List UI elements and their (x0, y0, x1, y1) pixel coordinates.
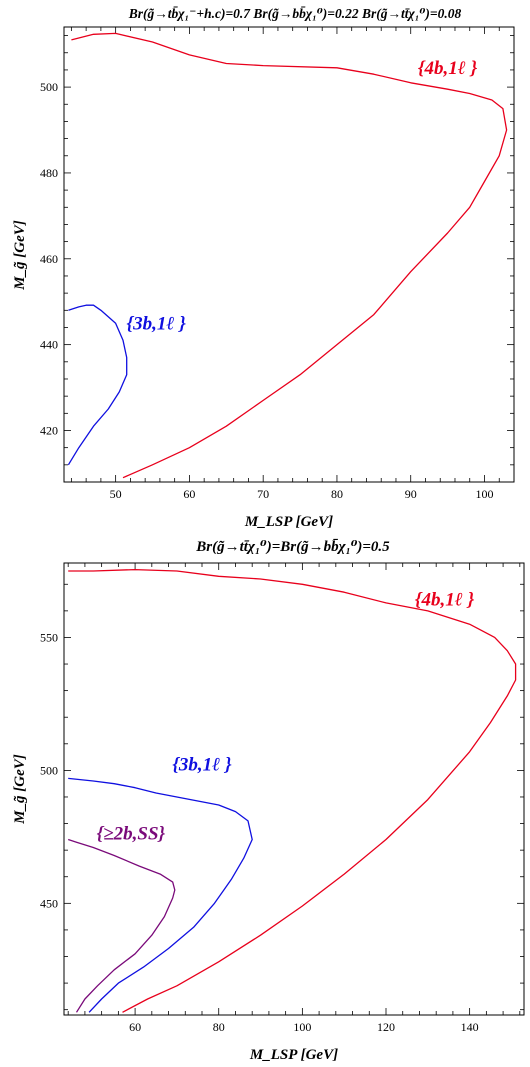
chart-bottom-frame (63, 562, 525, 1016)
chart-bottom-xtick-label: 140 (461, 1020, 479, 1034)
chart-bottom-xtick-label: 120 (377, 1020, 395, 1034)
chart-bottom-region-label: {3b,1ℓ } (172, 754, 232, 775)
chart-top-ytick-label: 480 (40, 166, 58, 180)
chart-top-title: Br(g̃→tb̄χ₁⁻+h.c)=0.7 Br(g̃→bb̄χ₁⁰)=0.22… (128, 6, 462, 21)
chart-top-ytick-label: 500 (40, 80, 58, 94)
chart-bottom: Br(g̃→tt̄χ₁⁰)=Br(g̃→bb̄χ₁⁰)=0.5 60 80 100 1… (12, 539, 525, 1063)
chart-top-region-label: {3b,1ℓ } (127, 314, 187, 335)
chart-bottom-curve-0 (68, 568, 517, 1013)
chart-top-xtick-label: 60 (183, 487, 195, 501)
chart-bottom-xlabel: M_LSP [GeV] (249, 1047, 338, 1063)
chart-top-ytick-label: 440 (40, 338, 58, 352)
chart-top-region-label: {4b,1ℓ } (418, 58, 478, 79)
chart-bottom-region-label: {≥2b,SS} (97, 824, 166, 845)
chart-bottom-region-label: {4b,1ℓ } (415, 590, 475, 611)
chart-bottom-xtick-label: 60 (129, 1020, 141, 1034)
chart-top-xtick-label: 100 (475, 487, 493, 501)
chart-top-xtick-label: 50 (110, 487, 122, 501)
chart-top-curve-0 (71, 32, 508, 479)
chart-bottom-ytick-label: 450 (40, 896, 58, 910)
chart-top-frame (63, 26, 515, 483)
chart-bottom-xtick-label: 100 (293, 1020, 311, 1034)
chart-bottom-curve-2 (67, 838, 176, 1013)
chart-bottom-curve-1 (68, 777, 253, 1013)
chart-top-xtick-label: 80 (331, 487, 343, 501)
chart-bottom-ylabel: M_g̃ [GeV] (12, 754, 28, 825)
chart-top-xtick-label: 90 (405, 487, 417, 501)
chart-top-ytick-label: 420 (40, 423, 58, 437)
chart-top-ytick-label: 460 (40, 252, 58, 266)
chart-bottom-xtick-label: 80 (213, 1020, 225, 1034)
chart-top-ylabel: M_g̃ [GeV] (12, 220, 28, 291)
chart-bottom-ytick-label: 500 (40, 763, 58, 777)
chart-bottom-ytick-label: 550 (40, 630, 58, 644)
chart-top: Br(g̃→tb̄χ₁⁻+h.c)=0.7 Br(g̃→bb̄χ₁⁰)=0.22… (12, 6, 515, 530)
chart-bottom-title: Br(g̃→tt̄χ₁⁰)=Br(g̃→bb̄χ₁⁰)=0.5 (195, 539, 390, 555)
chart-top-xlabel: M_LSP [GeV] (244, 514, 333, 530)
chart-top-curve-1 (67, 304, 128, 466)
chart-top-xtick-label: 70 (257, 487, 269, 501)
